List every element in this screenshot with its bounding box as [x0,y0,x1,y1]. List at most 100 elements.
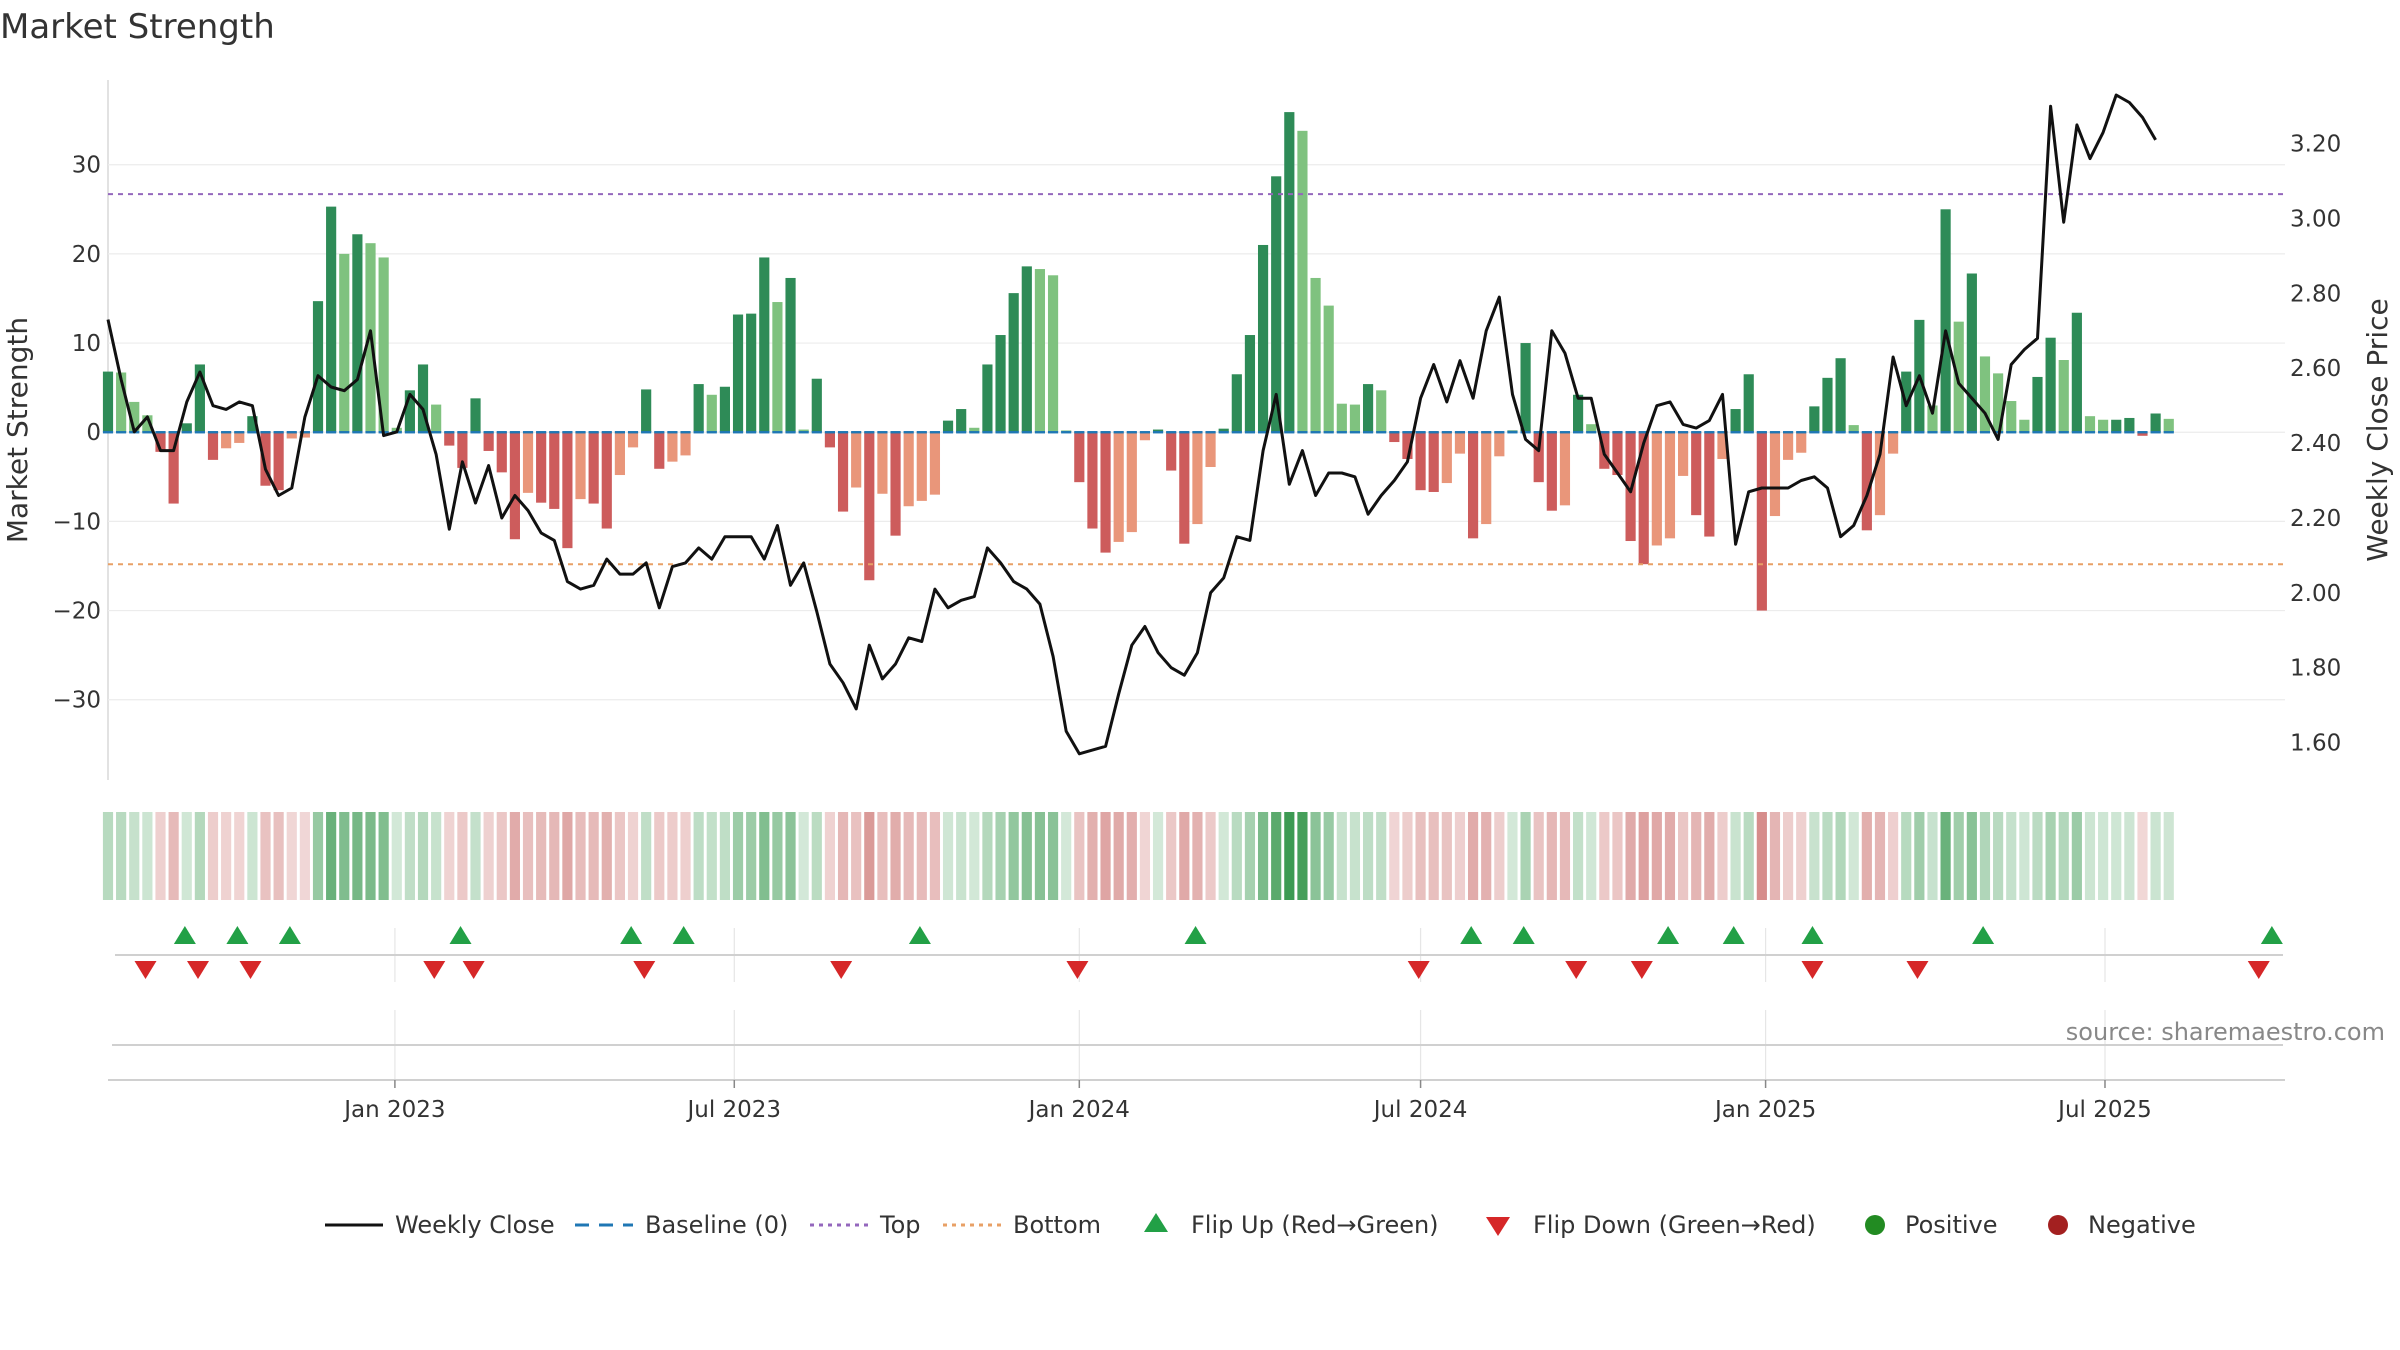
flip-down-marker [1801,961,1824,979]
strength-bar [1651,432,1662,546]
heat-cell [1730,812,1741,900]
strength-bar [1612,432,1623,476]
flip-up-marker [1722,926,1745,944]
heat-cell [457,812,468,900]
strength-bar [221,432,232,449]
flip-up-marker [449,926,472,944]
heat-cell [168,812,179,900]
heat-cell [470,812,481,900]
strength-bar [549,432,560,509]
heat-cell [2163,812,2174,900]
heat-cell [247,812,258,900]
strength-bar [746,313,757,433]
heat-cell [1678,812,1689,900]
strength-bar [1691,432,1702,516]
heat-cell [1467,812,1479,900]
heat-cell [352,812,363,900]
heat-cell [1192,812,1203,900]
heat-cell [234,812,245,900]
left-tick-labels: 30 20 10 0 −10 −20 −30 [52,153,101,714]
heat-cell [851,812,862,900]
heat-cell [1507,812,1518,900]
legend-swatch [1486,1217,1510,1236]
heat-cell [116,812,127,900]
strength-bar [1494,432,1505,457]
left-tick-label: −10 [52,509,101,535]
heat-cell [1047,812,1059,900]
strength-bar [509,432,520,540]
strength-bar [1979,356,1991,433]
legend: Weekly Close Baseline (0) Top Bottom Flip Up… [325,1211,2196,1239]
heat-cell [588,812,599,900]
strength-bar [444,432,455,446]
heat-cell [1874,812,1886,900]
strength-bar [1835,358,1846,433]
heat-cell [1573,812,1584,900]
heat-cell [1533,812,1544,900]
strength-bar [1664,432,1676,539]
strength-bar [942,420,954,433]
legend-label: Positive [1905,1211,1998,1239]
strength-bar [339,253,350,433]
heat-cell [260,812,271,900]
strength-bar [1481,432,1492,525]
heat-cell [1848,812,1859,900]
heat-cell [496,812,507,900]
heat-cell [575,812,586,900]
strength-bar [247,416,258,433]
heat-cell [1021,812,1032,900]
heat-cell [1599,812,1610,900]
heat-cell [1769,812,1781,900]
strength-bar [1809,406,1820,433]
x-axis-ticks: Jan 2023 Jul 2023 Jan 2024 Jul 2024 Jan 2025… [342,1080,2152,1123]
flip-down-marker [423,961,446,979]
heat-cell [785,812,796,900]
flip-down-marker [830,961,853,979]
x-tick-label: Jul 2024 [1372,1097,1468,1123]
heat-cell [995,812,1006,900]
heat-cell [746,812,757,900]
strength-bar [2098,419,2109,433]
right-tick-label: 2.60 [2290,356,2341,382]
strength-bar [877,432,888,494]
legend-item: Negative [2048,1211,2196,1239]
heat-cell [1861,812,1872,900]
strength-bar [457,432,468,468]
strength-bar [851,432,862,488]
x-tick-label: Jul 2025 [2056,1097,2152,1123]
heat-cell [824,812,836,900]
heat-cell [536,812,547,900]
heat-cell [1638,812,1649,900]
strength-bar [654,432,665,469]
flip-down-marker [1407,961,1430,979]
strength-bar [1297,130,1308,433]
heat-cell [155,812,166,900]
strength-bar [2006,401,2017,433]
legend-label: Top [879,1211,921,1239]
left-axis-label: Market Strength [1,317,34,543]
flip-down-marker [1906,961,1929,979]
flip-up-marker [1512,926,1535,944]
strength-bar [1087,432,1098,529]
heat-cell [194,812,205,900]
strength-bar [719,386,730,433]
flip-up-marker [226,926,249,944]
heat-cell [102,812,114,900]
heat-cell [693,812,704,900]
heat-cell [719,812,730,900]
strength-bar [1047,275,1059,433]
strength-bar [1402,432,1413,459]
heat-cell [1310,812,1321,900]
heat-cell [2098,812,2109,900]
legend-label: Bottom [1013,1211,1101,1239]
strength-bar [312,301,324,433]
heat-cell [1231,812,1242,900]
flip-up-marker [1801,926,1824,944]
heat-cell [890,812,901,900]
heat-cell [1546,812,1557,900]
right-tick-label: 2.80 [2290,281,2341,307]
strength-bar [299,432,310,438]
right-tick-label: 1.80 [2290,656,2341,682]
strength-bar [286,432,297,439]
strength-bar [1888,432,1899,454]
